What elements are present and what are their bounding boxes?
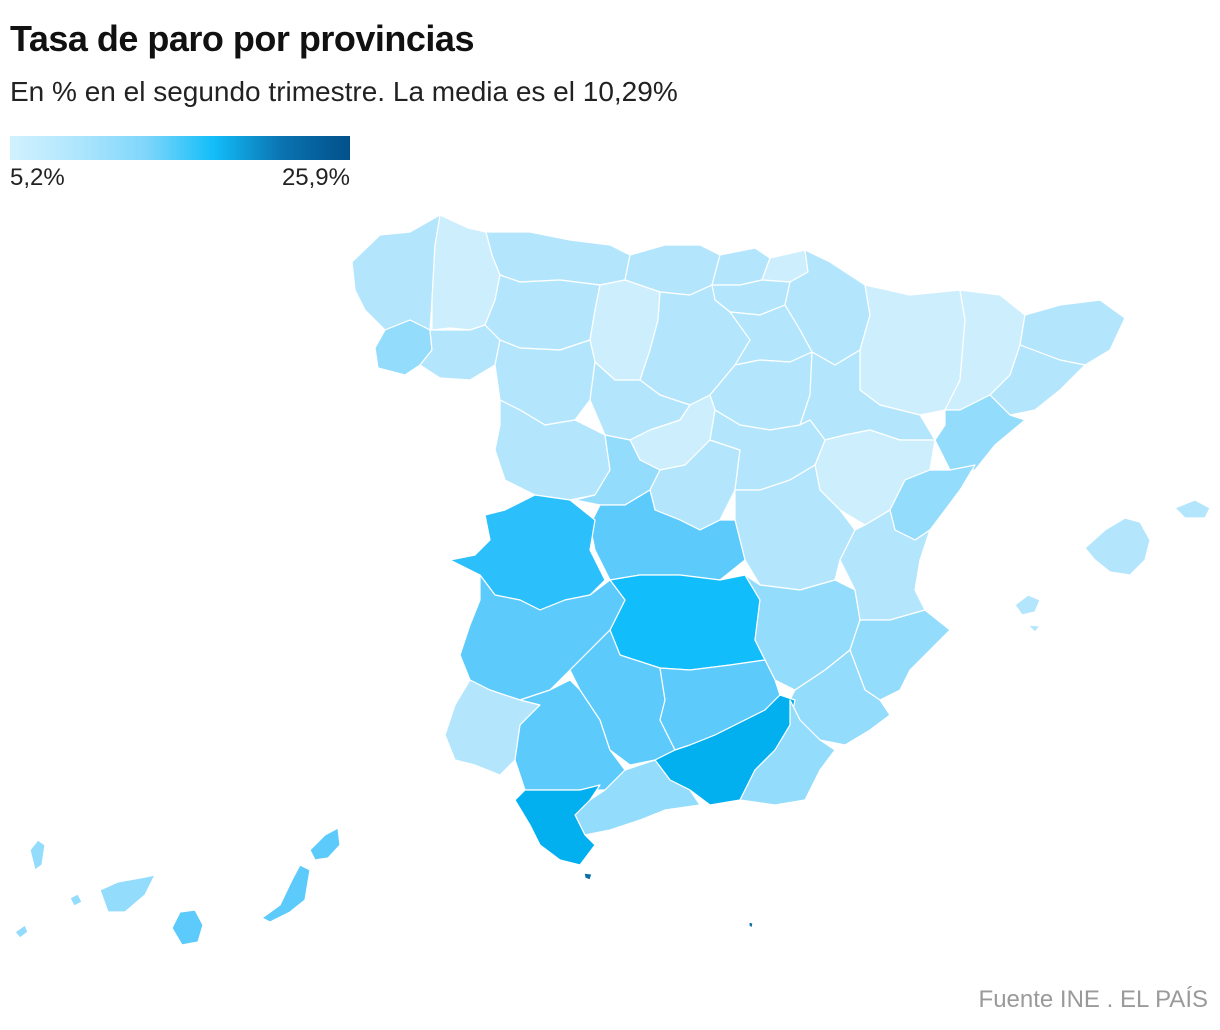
province-almeria[interactable]: [739, 699, 836, 806]
province-cadiz[interactable]: [514, 784, 601, 866]
province-huesca[interactable]: [859, 284, 966, 416]
province-melilla[interactable]: [748, 921, 754, 929]
province-baleares-mallorca[interactable]: [1084, 517, 1151, 576]
source-credit: Fuente INE . EL PAÍS: [978, 986, 1208, 1013]
province-ceuta[interactable]: [583, 872, 593, 881]
province-canarias-tenerife[interactable]: [99, 874, 156, 913]
province-alicante[interactable]: [849, 609, 951, 701]
color-legend: 5,2% 25,9%: [10, 136, 350, 191]
province-ourense[interactable]: [419, 324, 501, 381]
province-tarragona[interactable]: [934, 394, 1026, 471]
province-leon[interactable]: [484, 274, 601, 351]
chart-title: Tasa de paro por provincias: [10, 18, 474, 59]
province-valencia[interactable]: [839, 509, 931, 621]
province-canarias-el-hierro[interactable]: [14, 924, 29, 939]
province-toledo[interactable]: [589, 489, 746, 581]
province-ciudad-real[interactable]: [609, 574, 766, 671]
province-baleares-formentera[interactable]: [1027, 624, 1041, 633]
province-baleares-menorca[interactable]: [1174, 499, 1211, 519]
legend-min-label: 5,2%: [10, 164, 65, 191]
province-canarias-lanzarote[interactable]: [309, 827, 341, 861]
province-caceres[interactable]: [449, 494, 606, 611]
legend-max-label: 25,9%: [281, 164, 350, 191]
province-baleares-ibiza[interactable]: [1014, 594, 1041, 616]
province-canarias-la-gomera[interactable]: [69, 893, 83, 907]
province-canarias-fuerteventura[interactable]: [261, 864, 311, 923]
legend-labels: 5,2% 25,9%: [10, 160, 350, 191]
province-canarias-gran-canaria[interactable]: [171, 909, 204, 946]
province-barcelona[interactable]: [989, 344, 1086, 416]
province-bizkaia[interactable]: [711, 247, 771, 286]
legend-gradient-bar: [10, 136, 350, 160]
chart-subtitle: En % en el segundo trimestre. La media e…: [10, 76, 678, 107]
province-canarias-la-palma[interactable]: [29, 839, 46, 871]
